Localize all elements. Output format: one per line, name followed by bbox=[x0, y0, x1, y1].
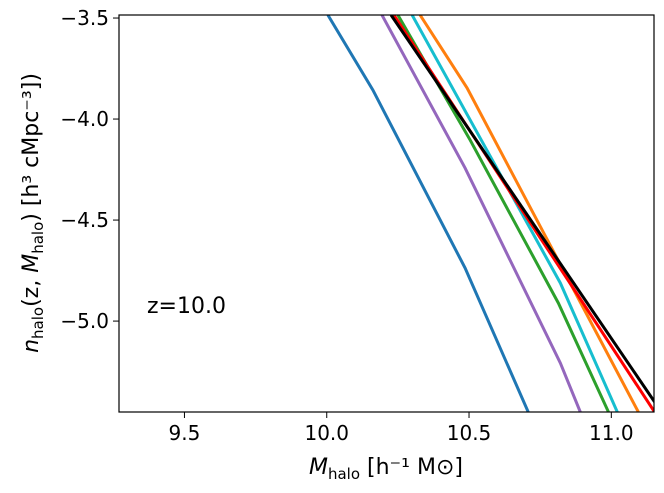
y-tick-label: −3.5 bbox=[60, 6, 109, 30]
series-line-purple bbox=[380, 15, 582, 412]
redshift-annotation: z=10.0 bbox=[147, 294, 226, 319]
y-tick-label: −5.0 bbox=[60, 309, 109, 333]
x-axis-label: Mhalo [h⁻¹ M⊙] bbox=[309, 455, 463, 483]
y-axis-label: nhalo(z, Mhalo) [h³ cMpc⁻³]) bbox=[19, 73, 47, 353]
x-tick-label: 10.5 bbox=[447, 421, 492, 445]
plot-frame bbox=[118, 14, 655, 413]
axis-ticks: 9.5 10.0 10.5 11.0 −3.5 −4.0 −4.5 −5.0 bbox=[60, 6, 633, 445]
x-tick-label: 11.0 bbox=[589, 421, 634, 445]
x-tick-label: 10.0 bbox=[304, 421, 349, 445]
y-tick-label: −4.5 bbox=[60, 208, 109, 232]
series-line-black bbox=[389, 15, 654, 403]
series-line-orange bbox=[418, 15, 640, 412]
y-tick-label: −4.0 bbox=[60, 107, 109, 131]
series-lines bbox=[326, 15, 654, 412]
series-line-cyan bbox=[410, 15, 619, 412]
series-line-blue bbox=[326, 15, 530, 412]
x-tick-label: 9.5 bbox=[169, 421, 201, 445]
